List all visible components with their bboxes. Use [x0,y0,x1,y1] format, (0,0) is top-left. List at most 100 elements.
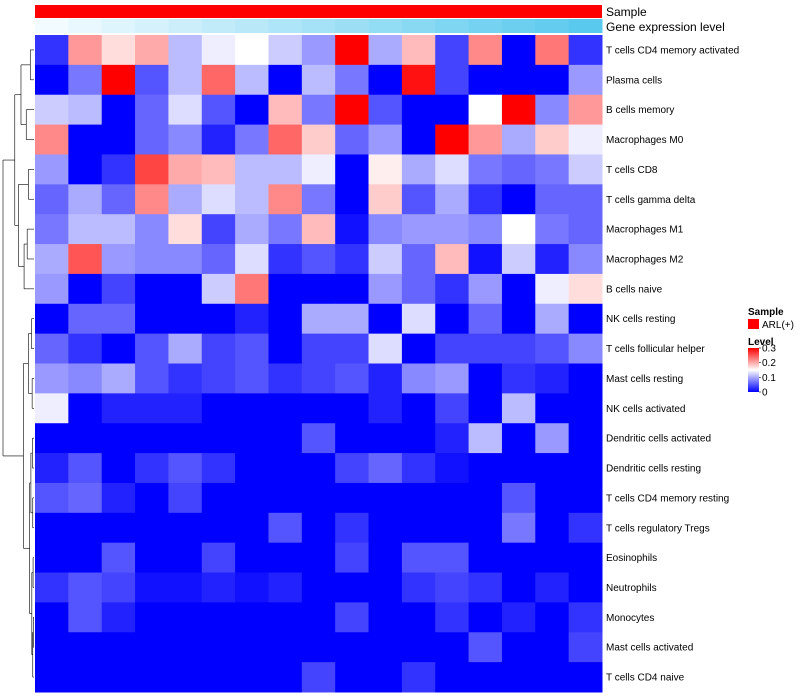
gene-expression-cell [535,19,570,33]
heatmap-cell [401,393,436,424]
gene-expression-cell [301,19,336,33]
heatmap-cell [168,542,203,574]
heatmap-cell [168,64,203,96]
heatmap-cell [301,303,336,335]
sample-legend-swatch [748,319,759,329]
heatmap-cell [435,542,470,574]
heatmap-cell [101,303,136,335]
heatmap-cell [135,94,169,126]
heatmap-cell [301,572,336,603]
heatmap-cell [435,572,470,603]
heatmap-cell [501,572,536,603]
heatmap-cell [501,35,536,66]
heatmap-cell [301,662,336,693]
heatmap-cell [35,303,69,335]
heatmap-cell [268,512,303,544]
heatmap-cell [535,35,570,66]
heatmap-cell [568,602,603,633]
row-label: T cells CD8 [606,165,658,176]
heatmap-cell [435,244,470,275]
heatmap-cell [535,273,570,305]
heatmap-cell [535,184,570,215]
heatmap-cell [401,453,436,484]
heatmap-cell [501,184,536,215]
heatmap-cell [35,244,69,275]
heatmap-cell [201,662,236,693]
heatmap-cell [68,453,103,484]
row-label: Macrophages M2 [606,254,684,265]
heatmap-cell [535,244,570,275]
heatmap-cell [168,94,203,126]
row-label: B cells naive [606,284,663,295]
gene-expression-cell [335,19,370,33]
heatmap-cell [568,244,603,275]
heatmap-cell [568,214,603,245]
heatmap-cell [501,273,536,305]
heatmap-cell [101,632,136,663]
heatmap-cell [368,154,403,185]
heatmap-cell [201,94,236,126]
heatmap-cell [535,572,570,603]
heatmap-cell [335,124,370,155]
heatmap-cell [401,184,436,215]
heatmap-cell [135,214,169,245]
level-legend-tick-label: 0.1 [762,373,776,384]
heatmap-cell [268,423,303,454]
heatmap-cell [268,393,303,424]
heatmap-cell [468,64,503,96]
heatmap-cell [235,154,269,185]
heatmap-cell [101,35,136,66]
heatmap-cell [435,512,470,544]
heatmap-cell [501,244,536,275]
heatmap-cell [68,94,103,126]
heatmap-cell [168,632,203,663]
heatmap-cell [168,363,203,394]
heatmap-cell [301,363,336,394]
heatmap-cell [235,214,269,245]
heatmap-cell [301,453,336,484]
heatmap-cell [201,512,236,544]
heatmap-cell [135,453,169,484]
heatmap-cell [368,35,403,66]
heatmap-cell [135,393,169,424]
heatmap-cell [68,124,103,155]
heatmap-cell [235,124,269,155]
heatmap-cell [401,423,436,454]
heatmap-cell [268,453,303,484]
heatmap-cell [468,184,503,215]
heatmap-cell [135,154,169,185]
heatmap-cell [235,453,269,484]
heatmap-cell [335,363,370,394]
heatmap-cell [68,482,103,514]
heatmap-cell [135,542,169,574]
heatmap-cell [401,333,436,364]
heatmap-cell [135,124,169,155]
heatmap-cell [68,393,103,424]
heatmap-cell [135,35,169,66]
heatmap-cell [268,333,303,364]
heatmap-cell [401,662,436,693]
heatmap-cell [201,482,236,514]
gene-expression-cell [401,19,436,33]
gene-expression-cell [368,19,403,33]
heatmap-cell [35,124,69,155]
heatmap-cell [368,303,403,335]
gene-expression-cell [168,19,203,33]
row-label: T cells CD4 naive [606,673,685,684]
heatmap-cell [401,64,436,96]
heatmap-cell [201,273,236,305]
heatmap-cell [568,363,603,394]
heatmap-cell [68,184,103,215]
heatmap-cell [501,393,536,424]
heatmap-cell [35,273,69,305]
heatmap-cell [35,542,69,574]
heatmap-cell [201,244,236,275]
heatmap-cell [168,423,203,454]
heatmap-cell [368,64,403,96]
heatmap-cell [368,453,403,484]
heatmap-cell [168,662,203,693]
heatmap-cell [135,184,169,215]
heatmap-cell [235,244,269,275]
